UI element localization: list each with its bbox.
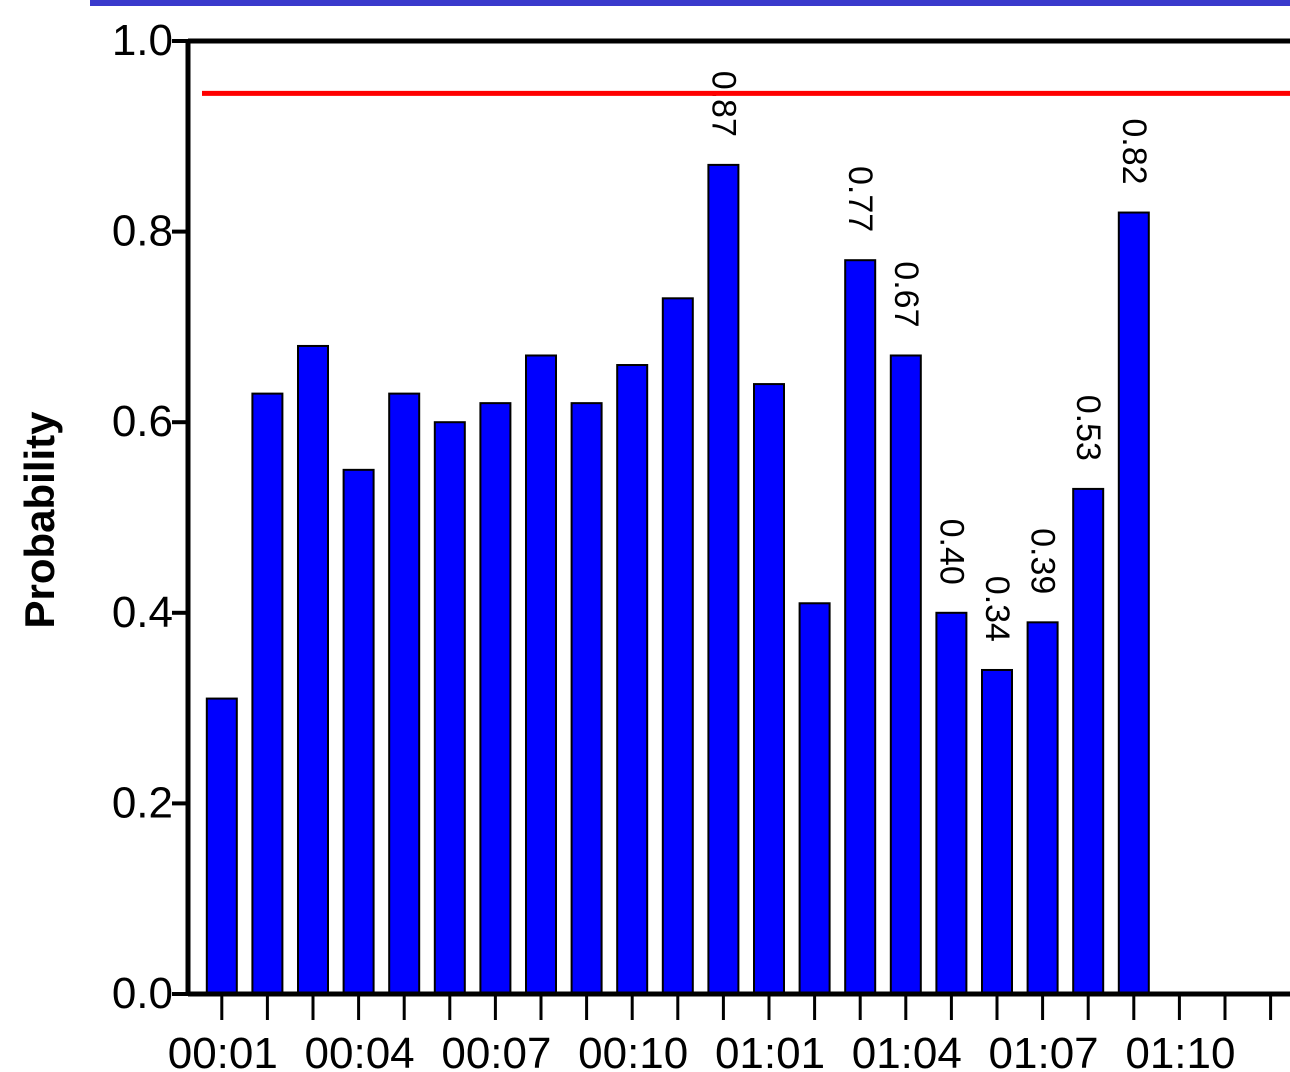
y-tick-label: 0.2 xyxy=(112,778,173,827)
bar-01:09 xyxy=(1117,211,1150,996)
x-tick-label: 00:07 xyxy=(441,1029,551,1072)
bar-01:07 xyxy=(1026,621,1059,996)
data-label-01:05: 0.40 xyxy=(932,519,970,585)
y-tick-label: 1.0 xyxy=(112,16,173,65)
bar-00:01 xyxy=(205,697,238,995)
bar-01:06 xyxy=(981,668,1013,995)
data-label-01:09: 0.82 xyxy=(1115,118,1153,184)
x-tick-label: 01:10 xyxy=(1125,1029,1235,1072)
bar-00:12 xyxy=(707,163,740,995)
bar-01:01 xyxy=(753,383,785,995)
y-tick-label: 0.4 xyxy=(112,588,173,637)
bar-00:07 xyxy=(479,402,512,995)
top-band xyxy=(90,0,1290,6)
bar-01:04 xyxy=(889,354,922,995)
x-tick-label: 00:04 xyxy=(305,1029,415,1072)
x-tick-label: 01:07 xyxy=(989,1029,1099,1072)
x-tick-label: 01:01 xyxy=(715,1029,825,1072)
bar-00:03 xyxy=(297,344,329,995)
bar-00:05 xyxy=(388,392,421,995)
x-tick-label: 00:01 xyxy=(168,1029,278,1072)
bar-00:09 xyxy=(570,402,603,995)
x-ticks-group: 00:01 00:04 00:07 00:10 01:01 01:04 01:07 01:10 xyxy=(168,994,1273,1072)
data-label-01:04: 0.67 xyxy=(887,261,925,327)
y-axis-label: Probability xyxy=(16,411,63,629)
bar-00:02 xyxy=(251,392,284,995)
y-tick-label: 0.8 xyxy=(112,207,173,256)
bar-01:02 xyxy=(798,602,831,996)
bar-00:04 xyxy=(342,468,375,996)
y-ticks-group: 0.0 0.2 0.4 0.6 0.8 1.0 xyxy=(112,16,188,1018)
bar-00:06 xyxy=(433,421,466,995)
bar-01:05 xyxy=(935,611,968,995)
data-labels-group: 0.87 0.770.67 0.400.340.39 0.53 0.82 xyxy=(704,71,1152,642)
bar-00:10 xyxy=(616,364,649,995)
data-label-01:07: 0.39 xyxy=(1024,528,1062,594)
y-tick-label: 0.6 xyxy=(112,397,173,446)
bar-00:08 xyxy=(525,354,557,995)
data-label-00:12: 0.87 xyxy=(704,71,742,137)
x-tick-label: 00:10 xyxy=(578,1029,688,1072)
bars-group xyxy=(205,163,1150,996)
bar-01:08 xyxy=(1072,487,1105,995)
bar-01:03 xyxy=(844,259,877,995)
x-tick-label: 01:04 xyxy=(852,1029,962,1072)
bar-00:11 xyxy=(661,297,694,995)
data-label-01:06: 0.34 xyxy=(978,576,1016,642)
data-label-01:03: 0.77 xyxy=(841,166,879,232)
data-label-01:08: 0.53 xyxy=(1069,395,1107,461)
y-tick-label: 0.0 xyxy=(112,969,173,1018)
